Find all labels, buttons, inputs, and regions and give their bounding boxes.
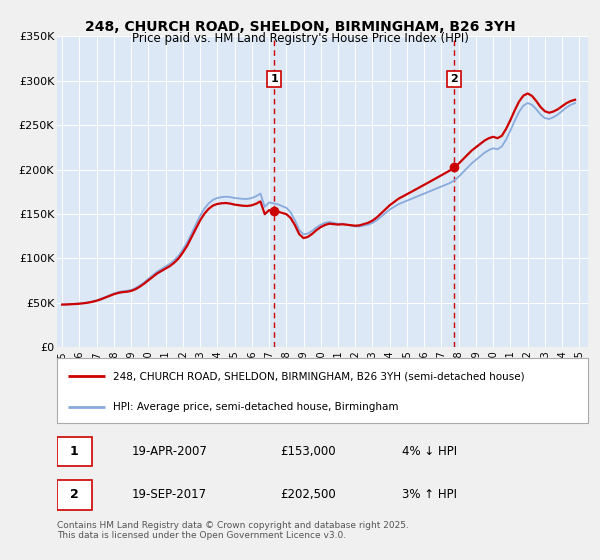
- Text: 2: 2: [450, 74, 458, 84]
- Text: 19-APR-2007: 19-APR-2007: [131, 445, 207, 458]
- Text: 2: 2: [70, 488, 79, 501]
- Text: Price paid vs. HM Land Registry's House Price Index (HPI): Price paid vs. HM Land Registry's House …: [131, 32, 469, 45]
- Text: Contains HM Land Registry data © Crown copyright and database right 2025.
This d: Contains HM Land Registry data © Crown c…: [57, 521, 409, 540]
- Text: 4% ↓ HPI: 4% ↓ HPI: [402, 445, 457, 458]
- Text: 3% ↑ HPI: 3% ↑ HPI: [402, 488, 457, 501]
- FancyBboxPatch shape: [57, 437, 92, 466]
- Text: 248, CHURCH ROAD, SHELDON, BIRMINGHAM, B26 3YH (semi-detached house): 248, CHURCH ROAD, SHELDON, BIRMINGHAM, B…: [113, 371, 524, 381]
- FancyBboxPatch shape: [57, 480, 92, 510]
- Text: 19-SEP-2017: 19-SEP-2017: [131, 488, 206, 501]
- Text: £202,500: £202,500: [280, 488, 336, 501]
- Text: HPI: Average price, semi-detached house, Birmingham: HPI: Average price, semi-detached house,…: [113, 402, 398, 412]
- FancyBboxPatch shape: [57, 358, 588, 423]
- Text: £153,000: £153,000: [280, 445, 335, 458]
- Text: 248, CHURCH ROAD, SHELDON, BIRMINGHAM, B26 3YH: 248, CHURCH ROAD, SHELDON, BIRMINGHAM, B…: [85, 20, 515, 34]
- Text: 1: 1: [70, 445, 79, 458]
- Text: 1: 1: [271, 74, 278, 84]
